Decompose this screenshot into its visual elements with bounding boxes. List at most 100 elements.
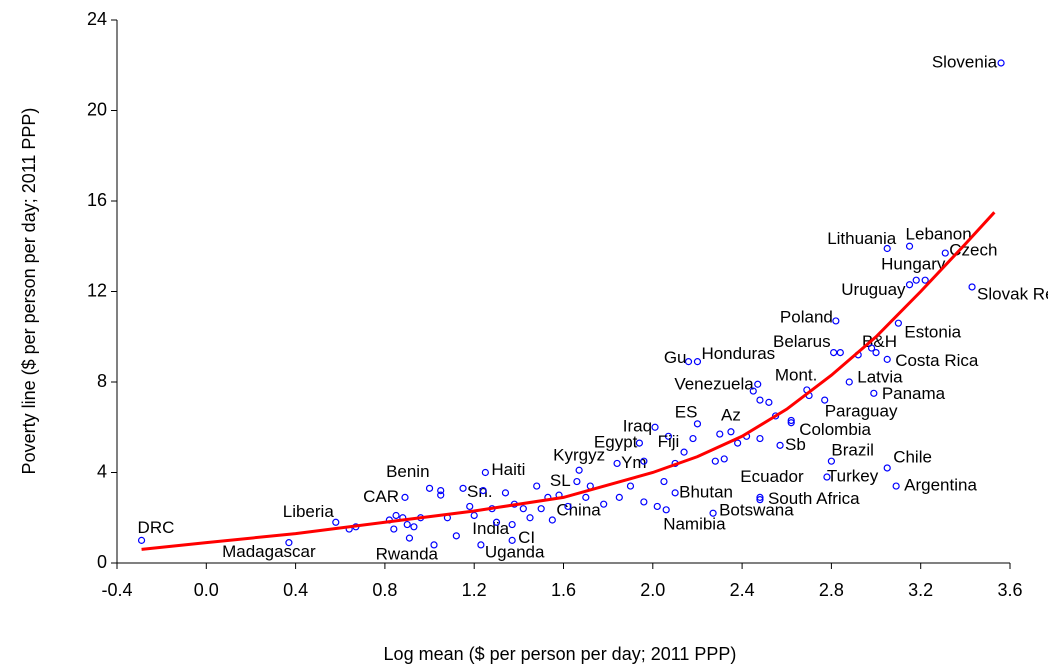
point-label: Chile [893,447,932,466]
point [664,432,673,440]
point [285,539,293,547]
point [883,355,891,363]
point [392,511,400,520]
point [452,532,460,540]
point [867,344,876,352]
point [533,482,541,490]
x-tick-label: 2.8 [819,580,844,600]
point [883,244,891,253]
point [470,511,478,520]
point [548,516,556,524]
point [787,416,795,425]
point-label: India [472,519,509,538]
point [968,283,976,291]
x-axis-title: Log mean ($ per person per day; 2011 PPP… [384,644,737,664]
point [941,249,949,257]
point [481,468,489,477]
point [332,518,340,526]
point [405,534,414,542]
point [519,505,527,513]
point [466,502,474,511]
point [615,493,623,501]
point [403,520,411,529]
point [635,439,644,447]
point [564,502,572,511]
point-label: Turkey [827,467,879,486]
point-label: Madagascar [222,542,316,561]
point [821,396,829,404]
point-label: Lebanon [906,225,972,244]
point [492,518,501,526]
point [894,319,902,327]
x-tick-label: 2.4 [730,580,755,600]
point [508,536,516,544]
point [671,489,679,497]
point [693,420,702,428]
point [870,389,878,397]
point [756,496,764,504]
x-tick-label: 2.0 [640,580,665,600]
point [776,441,784,449]
point [872,348,880,357]
point-label: Rwanda [376,544,439,563]
point [892,482,900,490]
point [905,281,914,289]
point [836,348,844,357]
point-label: Slovak Rep. [977,284,1048,303]
point [575,466,583,474]
point-label: Uruguay [841,280,906,299]
y-tick-label: 20 [87,99,107,119]
point [526,514,534,522]
point [787,419,795,427]
point-label: CAR [363,487,399,506]
point [600,500,608,508]
y-tick-label: 12 [87,280,107,300]
point-label: Slovenia [932,52,998,71]
point [582,493,590,501]
point-label: B&H [862,332,897,351]
point-label: CI [518,528,535,547]
point [830,348,838,357]
point-label: DRC [138,518,175,537]
point-label: Kyrgyz [553,446,605,465]
point-label: Latvia [857,367,903,386]
point [716,430,724,438]
point [640,498,648,506]
point [626,482,635,490]
point [437,487,445,495]
point [437,491,445,499]
point-label: Sb [785,435,806,454]
point-label: Gu [664,348,687,367]
point [640,457,648,465]
point-label: Hungary [881,255,946,274]
point-label: Ym [621,453,647,472]
point-label: Belarus [773,332,831,351]
point [749,387,757,395]
x-tick-label: -0.4 [101,580,132,600]
point [832,317,840,325]
x-tick-label: 1.6 [551,580,576,600]
point [508,520,516,529]
point [662,506,670,514]
point [501,489,510,497]
y-tick-label: 24 [87,9,107,29]
point-label: Venezuela [674,375,754,394]
x-tick-label: 1.2 [462,580,487,600]
point [425,484,434,492]
point [754,380,762,388]
point-label: Mont. [775,365,818,384]
point-label: Namibia [663,514,726,533]
point-label: China [556,500,601,519]
point [137,536,146,544]
point-label: Honduras [701,344,775,363]
x-tick-label: 3.2 [908,580,933,600]
point [997,59,1005,67]
y-tick-label: 4 [97,461,107,481]
point [912,276,920,284]
point-label: Czech [949,241,997,260]
point-label: Fiji [658,432,680,451]
point [756,493,764,501]
point [537,505,545,513]
point [756,396,764,404]
point-label: Costa Rica [895,351,979,370]
